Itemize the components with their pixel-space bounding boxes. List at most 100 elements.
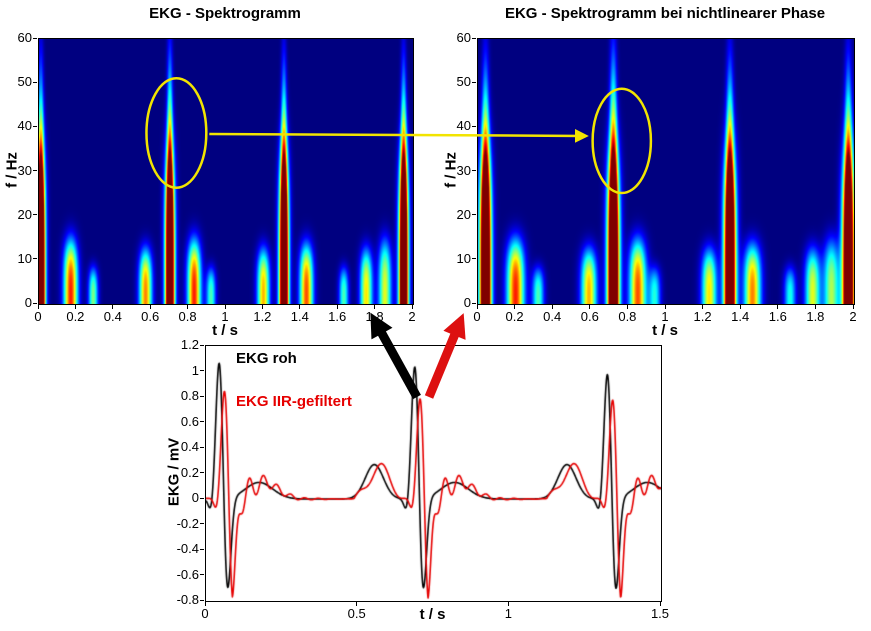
tick-mark	[299, 305, 301, 309]
tick-label: -0.4	[176, 541, 199, 556]
tick-mark	[777, 305, 779, 309]
tick-mark	[472, 258, 476, 260]
tick-mark	[112, 305, 114, 309]
tick-mark	[356, 602, 358, 606]
tick-label: 60	[456, 30, 471, 45]
tick-mark	[200, 344, 204, 346]
legend-ekg-iir-gefiltert: EKG IIR-gefiltert	[236, 393, 352, 410]
tick-label: 1	[504, 606, 512, 621]
tick-mark	[200, 472, 204, 473]
tick-label: 20	[456, 206, 471, 222]
tick-label: 0.8	[180, 388, 199, 403]
tick-mark	[664, 305, 666, 309]
tick-mark	[200, 497, 204, 499]
tick-label: 0.6	[580, 309, 599, 324]
tick-label: 0.2	[180, 464, 199, 480]
tick-mark	[204, 602, 206, 606]
tick-mark	[472, 37, 476, 39]
tick-mark	[200, 421, 204, 422]
tick-mark	[336, 305, 338, 309]
tick-label: 1	[221, 309, 229, 324]
tick-label: 10	[17, 250, 32, 266]
tick-label: 40	[17, 118, 32, 134]
tick-label: 0	[201, 606, 209, 621]
tick-mark	[200, 599, 204, 601]
spectrogram-right-canvas	[477, 38, 855, 305]
tick-mark	[476, 305, 478, 309]
tick-label: 20	[17, 206, 32, 222]
tick-mark	[200, 395, 204, 397]
tick-label: 50	[17, 74, 32, 90]
tick-label: 1	[661, 309, 669, 324]
spectrogram-left-xlabel: t / s	[212, 322, 238, 339]
tick-mark	[739, 305, 741, 309]
tick-label: 2	[408, 309, 416, 324]
tick-mark	[626, 305, 628, 309]
tick-mark	[411, 305, 413, 309]
tick-mark	[37, 305, 39, 309]
tick-label: 10	[456, 250, 471, 266]
tick-label: 50	[456, 74, 471, 90]
tick-label: 0.6	[141, 309, 160, 324]
tick-label: 1.6	[328, 309, 347, 324]
tick-mark	[589, 305, 591, 309]
tick-label: 0.5	[347, 606, 366, 621]
tick-mark	[33, 81, 37, 83]
tick-mark	[33, 170, 37, 171]
tick-label: 0.2	[505, 309, 524, 324]
tick-label: 1	[191, 362, 199, 378]
tick-mark	[74, 305, 76, 309]
tick-mark	[149, 305, 151, 309]
tick-label: 0	[191, 490, 199, 505]
tick-mark	[514, 305, 516, 309]
tick-mark	[33, 258, 37, 260]
tick-label: 1.2	[180, 337, 199, 352]
tick-label: 0	[473, 309, 481, 324]
tick-mark	[33, 214, 37, 216]
tick-label: 1.5	[650, 606, 670, 621]
tick-label: 1.8	[365, 309, 384, 324]
tick-mark	[852, 305, 854, 309]
spectrogram-left-title: EKG - Spektrogramm	[149, 5, 301, 22]
tick-mark	[551, 305, 553, 309]
tick-mark	[702, 305, 704, 309]
tick-mark	[472, 214, 476, 216]
tick-label: 0.8	[178, 309, 197, 324]
tick-label: 60	[17, 30, 32, 45]
tick-mark	[472, 302, 476, 304]
tick-label: 0.4	[180, 439, 199, 454]
tick-label: 0.8	[618, 309, 637, 324]
tick-mark	[33, 125, 37, 127]
tick-label: 0.2	[66, 309, 85, 324]
tick-label: 30	[17, 162, 32, 178]
tick-label: 2	[849, 309, 857, 324]
tick-label: 1.8	[806, 309, 825, 324]
tick-label: 40	[456, 118, 471, 134]
tick-label: 1.4	[290, 309, 309, 324]
tick-label: 0	[34, 309, 42, 324]
tick-mark	[224, 305, 226, 309]
tick-mark	[374, 305, 376, 309]
tick-mark	[659, 602, 661, 606]
tick-label: 1.2	[693, 309, 712, 324]
tick-mark	[507, 602, 509, 606]
tick-label: 1.2	[253, 309, 272, 324]
tick-mark	[261, 305, 263, 309]
tick-mark	[200, 574, 204, 575]
tick-label: 1.4	[731, 309, 750, 324]
tick-label: 0.4	[543, 309, 562, 324]
tick-mark	[200, 446, 204, 448]
tick-mark	[814, 305, 816, 309]
tick-mark	[33, 37, 37, 39]
spectrogram-right-xlabel: t / s	[652, 322, 678, 339]
legend-ekg-roh: EKG roh	[236, 350, 297, 367]
tick-mark	[187, 305, 189, 309]
tick-mark	[200, 548, 204, 550]
tick-mark	[200, 370, 204, 371]
tick-label: -0.2	[176, 515, 199, 531]
tick-mark	[472, 81, 476, 83]
tick-label: -0.8	[176, 592, 199, 607]
tick-label: 0.4	[103, 309, 122, 324]
spectrogram-left-canvas	[38, 38, 414, 305]
